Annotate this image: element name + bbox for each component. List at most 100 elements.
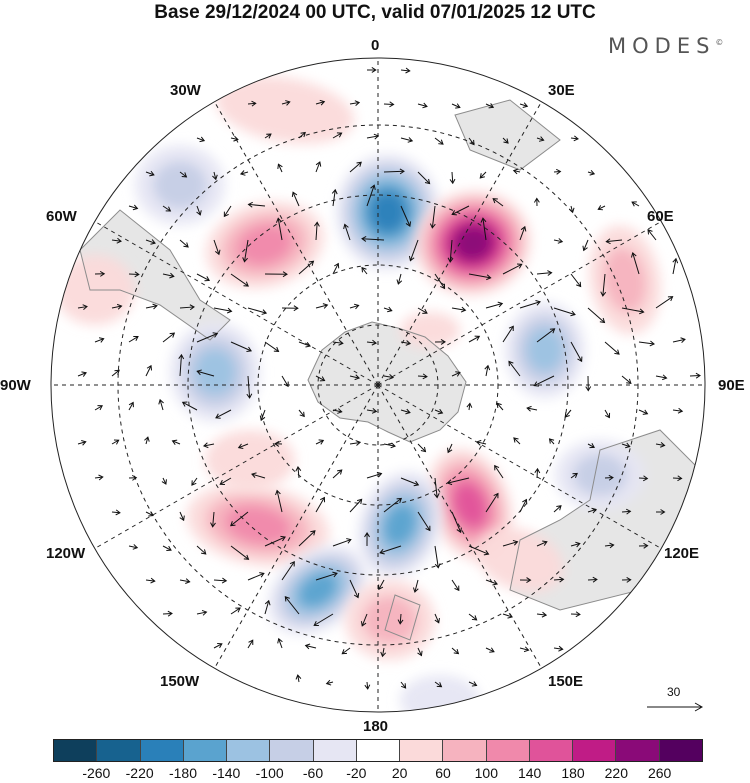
wind-arrow [400, 205, 412, 227]
wind-arrow-shaft [281, 101, 290, 105]
wind-arrow-head [489, 647, 495, 653]
wind-arrow [429, 205, 436, 229]
wind-arrow-head [520, 225, 527, 232]
wind-arrow-head [264, 599, 271, 606]
wind-arrow-head [202, 442, 209, 449]
wind-arrow-shaft [672, 338, 686, 343]
wind-arrow-head [522, 498, 528, 505]
wind-arrow [162, 545, 172, 552]
wind-arrow-head [128, 401, 134, 408]
wind-arrow-head [114, 369, 120, 375]
wind-arrow-head [609, 542, 615, 549]
wind-arrow-head [115, 509, 121, 516]
anomaly-contour [297, 572, 339, 608]
wind-arrow [315, 303, 329, 309]
wind-arrow-head [533, 381, 539, 387]
wind-arrow-shaft [583, 239, 589, 251]
wind-arrow [400, 340, 412, 346]
wind-arrow-head [261, 309, 268, 315]
wind-arrow-shaft [128, 402, 134, 411]
wind-arrow [396, 273, 403, 285]
wind-arrow-shaft [179, 511, 185, 521]
wind-arrow-head [337, 469, 343, 475]
lon-label-120w: 120W [46, 545, 86, 562]
wind-arrow-head [132, 544, 139, 550]
wind-arrow-shaft [276, 490, 283, 513]
wind-arrow-shaft [197, 370, 215, 377]
wind-arrow [496, 402, 504, 411]
wind-arrow-shaft [417, 171, 430, 184]
anomaly-cell [555, 440, 645, 510]
wind-arrow [259, 409, 266, 422]
wind-arrow-shaft [145, 239, 156, 244]
wind-arrow [366, 67, 377, 73]
colorbar-tick-label: -140 [212, 765, 241, 781]
wind-arrow-shaft [553, 647, 563, 650]
wind-arrow [485, 301, 504, 309]
wind-arrow [621, 375, 632, 384]
wind-arrow-head [275, 489, 281, 496]
wind-arrow-shaft [145, 305, 158, 309]
wind-arrow [161, 477, 167, 485]
coastline [79, 209, 231, 341]
wind-arrow-head [576, 281, 582, 288]
wind-arrow-shaft [647, 229, 657, 241]
wind-arrow-head [647, 229, 653, 235]
anomaly-cell [205, 430, 295, 490]
wind-arrow [412, 579, 419, 593]
wind-arrow-head [376, 471, 383, 478]
wind-arrow-head [81, 371, 87, 377]
wind-arrow-head [215, 413, 221, 419]
wind-arrow-head [480, 217, 487, 223]
wind-arrow [536, 611, 548, 618]
wind-arrow-shaft [111, 369, 120, 377]
wind-arrow [475, 439, 487, 446]
wind-arrow [315, 496, 326, 513]
wind-arrow-head [246, 346, 252, 353]
wind-arrow [219, 477, 232, 485]
wind-arrow-head [275, 217, 282, 223]
wind-arrow-head [424, 178, 431, 185]
wind-arrow-head [371, 67, 377, 73]
wind-arrow-shaft [400, 341, 411, 345]
wind-arrow [536, 136, 545, 142]
wind-arrow-shaft [638, 341, 655, 345]
coastline [384, 594, 421, 641]
wind-arrow [587, 576, 598, 583]
wind-arrow [468, 613, 478, 621]
wind-arrow-head [333, 262, 340, 269]
wind-arrow-shaft [468, 403, 471, 411]
wind-arrow [179, 239, 189, 248]
wind-arrow-shaft [315, 375, 325, 382]
lat-lon-grid [51, 58, 705, 712]
wind-arrow [264, 599, 271, 615]
wind-arrow [162, 610, 173, 617]
wind-arrow [171, 439, 181, 446]
wind-arrow [94, 405, 103, 411]
wind-arrow-shaft [332, 341, 343, 344]
wind-arrow-head [440, 338, 446, 345]
wind-arrow [383, 306, 393, 313]
wind-arrow-shaft [570, 273, 582, 287]
wind-arrow [570, 341, 583, 363]
wind-arrow [361, 235, 385, 242]
wind-arrow-shaft [230, 341, 252, 352]
wind-arrow-head [266, 133, 272, 139]
wind-arrow-shaft [485, 103, 494, 108]
wind-arrow-shaft [417, 307, 428, 314]
wind-arrow-shaft [238, 443, 249, 449]
wind-arrow-head [642, 409, 649, 415]
wind-arrow [621, 307, 645, 315]
wind-arrow [179, 171, 188, 178]
wind-arrow-head [535, 300, 541, 306]
colorbar-tick-label: -220 [125, 765, 154, 781]
colorbar-swatch [356, 740, 401, 761]
wind-arrow-shaft [434, 613, 440, 623]
wind-arrow [655, 441, 666, 448]
wind-arrow-head [146, 364, 153, 371]
wind-arrow-head [440, 283, 446, 290]
wind-arrow [237, 443, 249, 450]
wind-arrow-shaft [519, 301, 541, 309]
wind-arrow [213, 642, 223, 649]
wind-arrow-shaft [587, 508, 597, 513]
